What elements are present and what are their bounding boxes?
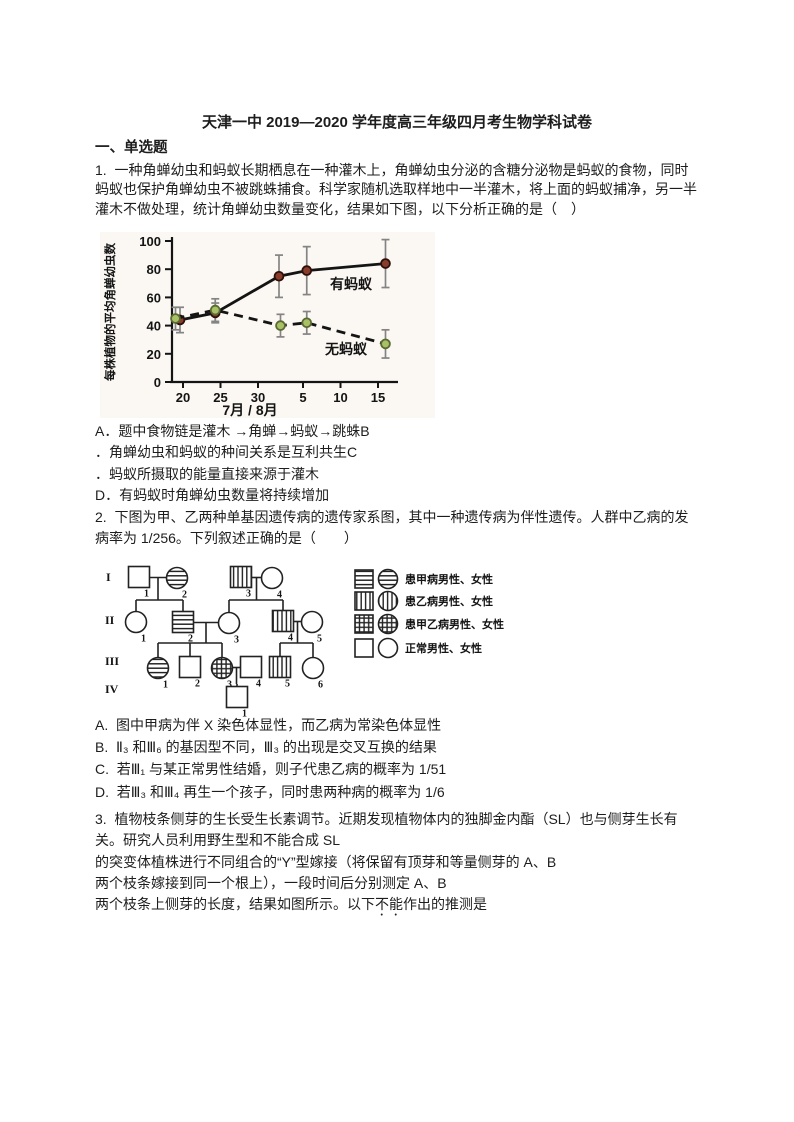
svg-text:3: 3 <box>246 589 251 600</box>
svg-text:4: 4 <box>256 679 261 690</box>
svg-text:III: III <box>105 654 119 668</box>
svg-text:100: 100 <box>139 234 161 249</box>
svg-text:无蚂蚁: 无蚂蚁 <box>324 341 368 357</box>
question-1-line: 1. 一种角蝉幼虫和蚂蚁长期栖息在一种灌木上，角蝉幼虫分泌的含糖分泌物是蚂蚁的食… <box>95 162 689 178</box>
svg-text:5: 5 <box>299 390 306 405</box>
q1-chart-figure: 0 20 40 60 80 100 20 25 30 5 10 15 有蚂蚁无蚂蚁 每株植物的平均角蝉幼虫… <box>100 232 435 418</box>
q2-option-a: A. 图中甲病为伴 X 染色体显性，而乙病为常染色体显性 <box>95 717 442 733</box>
svg-text:5: 5 <box>285 679 290 690</box>
q3-emphasized-word: 不能 <box>375 896 403 913</box>
svg-text:4: 4 <box>288 633 293 644</box>
question-1-text: 1. 一种角蝉幼虫和蚂蚁长期栖息在一种灌木上，角蝉幼虫分泌的含糖分泌物是蚂蚁的食… <box>95 161 743 219</box>
svg-text:3: 3 <box>234 635 239 646</box>
svg-text:7月 / 8月: 7月 / 8月 <box>222 402 277 418</box>
question-3-line: 两个枝条上侧芽的长度，结果如图所示。以下不能作出的推测是 <box>95 894 743 919</box>
q3-line5-post: 作出的推测是 <box>403 896 487 913</box>
question-3-text: 3. 植物枝条侧芽的生长受生长素调节。近期发现植物体内的独脚金内酯（SL）也与侧… <box>95 809 743 919</box>
svg-text:2: 2 <box>188 634 193 645</box>
question-2-line: 病率为 1/256。下列叙述正确的是（ ） <box>95 530 358 547</box>
svg-text:1: 1 <box>144 589 149 600</box>
question-3-line: 关。研究人员利用野生型和不能合成 SL <box>95 832 341 849</box>
svg-text:15: 15 <box>371 390 385 405</box>
svg-text:2: 2 <box>182 590 187 601</box>
svg-text:II: II <box>105 613 115 627</box>
svg-text:3: 3 <box>227 680 232 691</box>
svg-text:正常男性、女性: 正常男性、女性 <box>405 641 482 655</box>
q2-option-c: C. 若Ⅲ₁ 与某正常男性结婚，则子代患乙病的概率为 1/51 <box>95 761 447 778</box>
question-2-options: A. 图中甲病为伴 X 染色体显性，而乙病为常染色体显性 B. Ⅱ₃ 和Ⅲ₆ 的… <box>95 714 743 803</box>
q1-option-a: A．题中食物链是灌木 →角蝉→蚂蚁→跳蛛B <box>95 423 370 439</box>
section-heading: 一、单选题 <box>95 140 168 156</box>
svg-text:1: 1 <box>163 680 168 691</box>
q1-option-d: D．有蚂蚁时角蝉幼虫数量将持续增加 <box>95 487 330 504</box>
svg-text:0: 0 <box>154 375 161 390</box>
question-3-line: 两个枝条嫁接到同一个根上），一段时间后分别测定 A、B <box>95 874 447 891</box>
page-title: 天津一中 2019—2020 学年度高三年级四月考生物学科试卷 <box>201 114 593 131</box>
question-2-line: 2. 下图为甲、乙两种单基因遗传病的遗传家系图，其中一种遗传病为伴性遗传。人群中… <box>95 509 689 525</box>
q1-option-c: ．蚂蚁所摄取的能量直接来源于灌木 <box>95 465 319 482</box>
svg-text:60: 60 <box>147 290 161 305</box>
svg-text:20: 20 <box>147 347 161 362</box>
svg-text:1: 1 <box>141 634 146 645</box>
q2-option-d: D. 若Ⅲ₃ 和Ⅲ₄ 再生一个孩子，同时患两种病的概率为 1/6 <box>95 783 445 800</box>
question-1-line: 灌木不做处理，统计角蝉幼虫数量变化，结果如下图，以下分析正确的是（ ） <box>95 200 585 217</box>
svg-text:每株植物的平均角蝉幼虫数: 每株植物的平均角蝉幼虫数 <box>103 243 117 381</box>
svg-text:10: 10 <box>333 390 347 405</box>
question-3-line: 的突变体植株进行不同组合的“Y”型嫁接（将保留有顶芽和等量侧芽的 A、B <box>95 853 557 870</box>
q2-option-b: B. Ⅱ₃ 和Ⅲ₆ 的基因型不同，Ⅲ₃ 的出现是交叉互换的结果 <box>95 739 437 756</box>
svg-text:6: 6 <box>318 680 323 691</box>
svg-text:患甲病男性、女性: 患甲病男性、女性 <box>405 572 493 586</box>
q2-pedigree-chart: 1 2 3 41 2 3 4 51 2 3 4 5 61IIIIIIIV患甲病男性、女性患乙病男性、女性… <box>105 565 504 720</box>
svg-text:I: I <box>106 570 111 584</box>
svg-text:4: 4 <box>277 590 282 601</box>
question-1-line: 蚂蚁也保护角蝉幼虫不被跳蛛捕食。科学家随机选取样地中一半灌木，将上面的蚂蚁捕净，… <box>95 181 697 198</box>
svg-text:25: 25 <box>213 390 227 405</box>
svg-text:40: 40 <box>147 319 161 334</box>
svg-text:有蚂蚁: 有蚂蚁 <box>330 276 373 292</box>
q3-line5-pre: 两个枝条上侧芽的长度，结果如图所示。以下 <box>95 896 375 913</box>
svg-text:30: 30 <box>251 390 265 405</box>
svg-text:5: 5 <box>317 634 322 645</box>
question-2-text: 2. 下图为甲、乙两种单基因遗传病的遗传家系图，其中一种遗传病为伴性遗传。人群中… <box>95 507 743 549</box>
q1-option-b: ．角蝉幼虫和蚂蚁的种间关系是互利共生C <box>95 444 358 461</box>
svg-text:80: 80 <box>147 262 161 277</box>
svg-text:20: 20 <box>176 390 190 405</box>
svg-text:1: 1 <box>242 709 247 720</box>
svg-text:2: 2 <box>195 679 200 690</box>
svg-text:患甲乙病男性、女性: 患甲乙病男性、女性 <box>405 617 504 631</box>
question-3-line: 3. 植物枝条侧芽的生长受生长素调节。近期发现植物体内的独脚金内酯（SL）也与侧… <box>95 811 678 827</box>
svg-text:患乙病男性、女性: 患乙病男性、女性 <box>405 594 493 608</box>
q2-pedigree-figure: 1 2 3 4 1 2 3 4 5 1 2 3 4 5 6 1 I II III IV 患甲病男性、女性 患乙病男性、女性… <box>95 556 640 722</box>
svg-text:IV: IV <box>105 682 119 696</box>
question-1-options: A．题中食物链是灌木 →角蝉→蚂蚁→跳蛛B ．角蝉幼虫和蚂蚁的种间关系是互利共生… <box>95 421 743 507</box>
